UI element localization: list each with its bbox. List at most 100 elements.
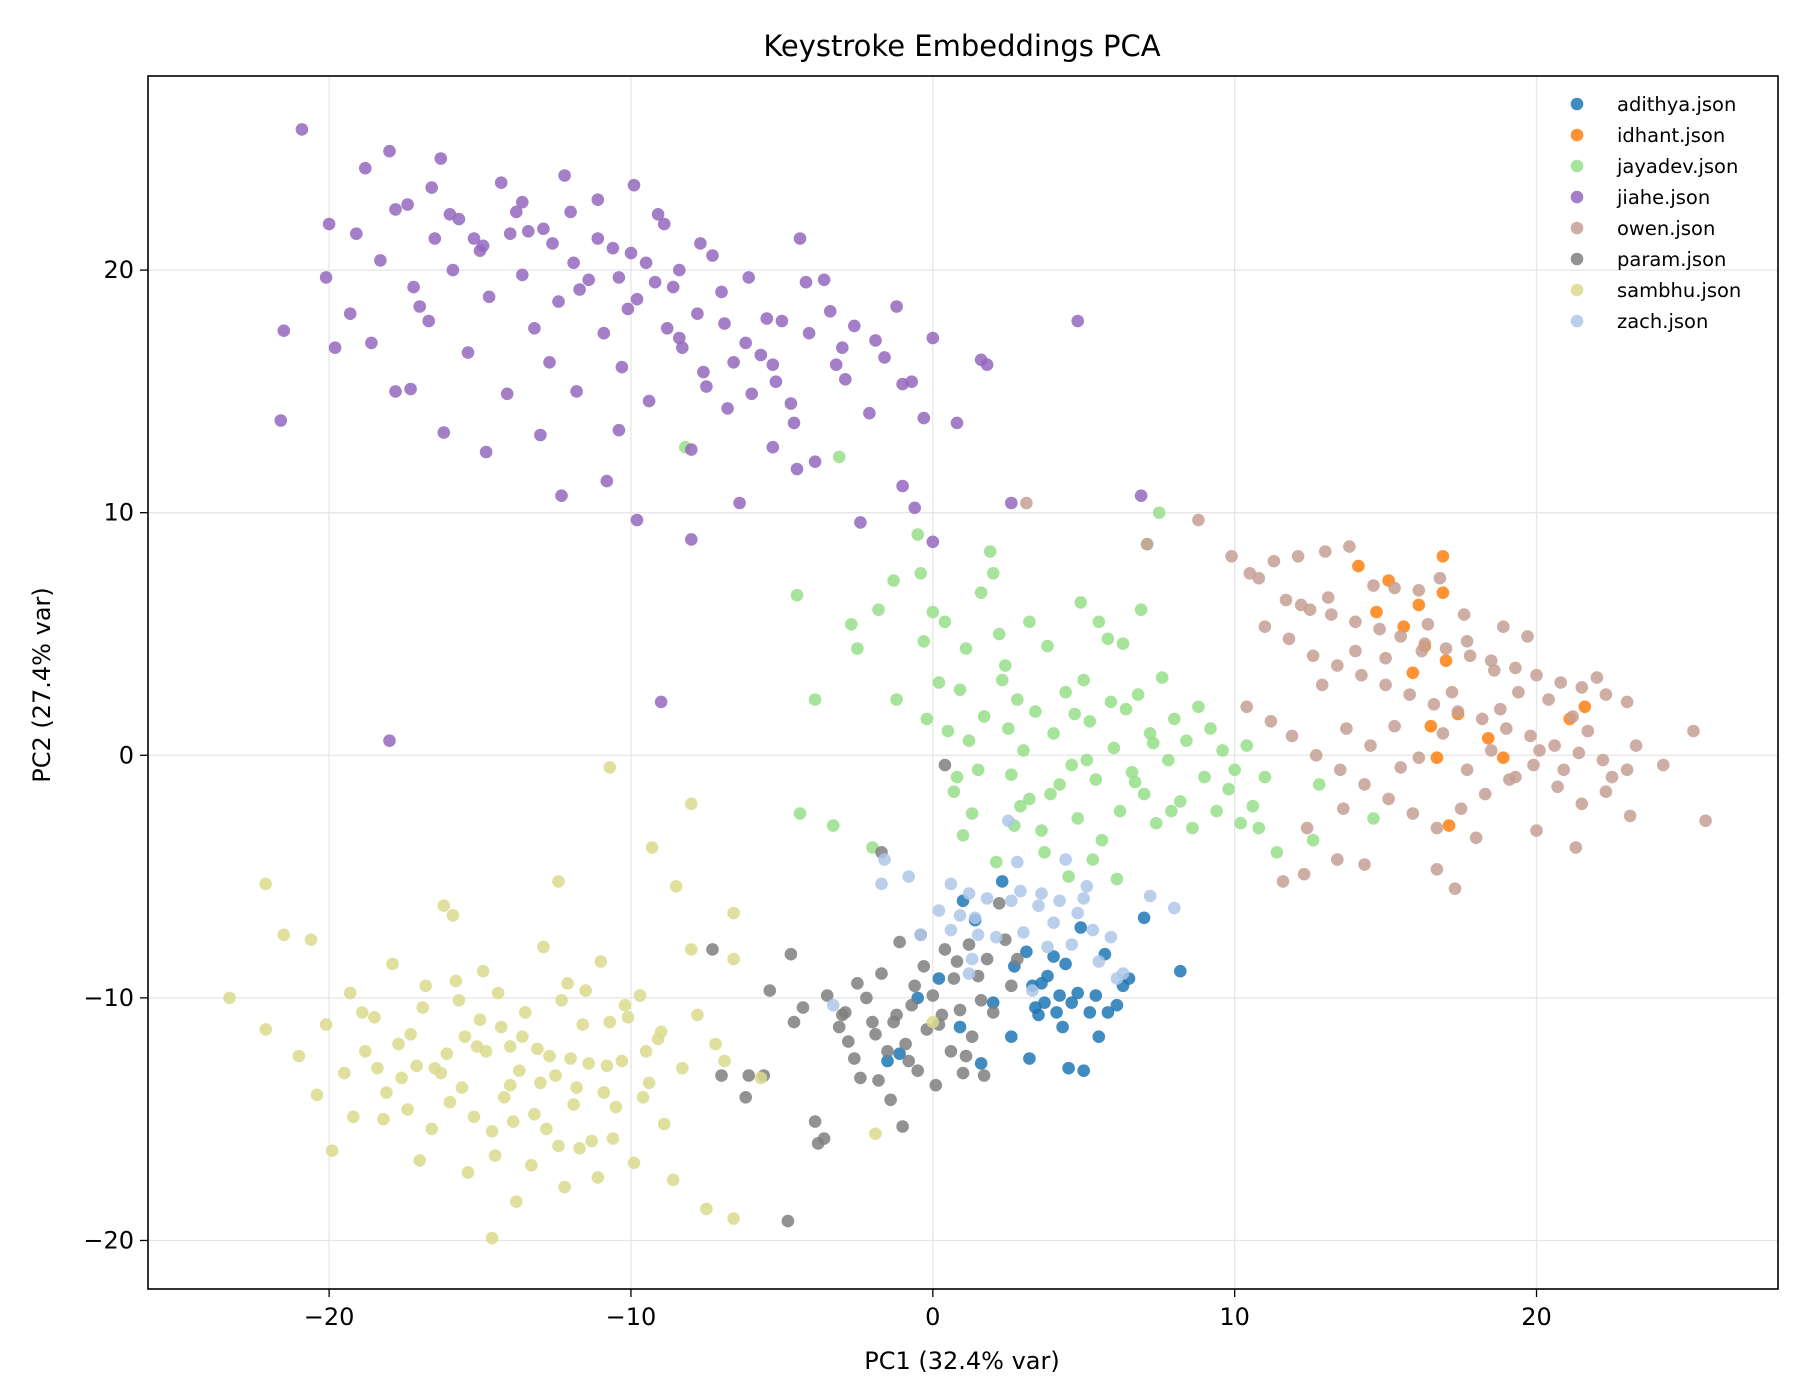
data-point-sambhu <box>543 1049 556 1063</box>
data-point-jiahe <box>437 426 451 439</box>
data-point-param <box>742 1069 755 1082</box>
data-point-jayadev <box>1083 715 1097 728</box>
data-point-jiahe <box>685 533 698 546</box>
data-point-zach <box>1014 884 1027 898</box>
data-point-param <box>796 1001 810 1014</box>
data-point-sambhu <box>642 1076 656 1090</box>
data-point-owen <box>1599 688 1613 701</box>
data-point-zach <box>962 887 976 900</box>
data-point-idhant <box>1497 751 1510 764</box>
data-point-adithya <box>1050 1006 1063 1019</box>
data-point-jayadev <box>1119 702 1133 716</box>
data-point-jiahe <box>328 341 342 355</box>
data-point-zach <box>826 998 840 1012</box>
data-point-owen <box>1300 821 1314 835</box>
data-point-sambhu <box>676 1061 689 1075</box>
data-point-jiahe <box>829 358 843 372</box>
data-point-jiahe <box>642 394 656 408</box>
data-point-owen <box>1367 579 1380 592</box>
data-point-jiahe <box>612 423 626 437</box>
data-point-param <box>911 1064 924 1077</box>
data-point-param <box>887 1015 900 1029</box>
data-point-jiahe <box>817 273 831 287</box>
data-point-idhant <box>1442 819 1456 832</box>
data-point-idhant <box>1370 605 1383 619</box>
y-axis-label: PC2 (27.4% var) <box>28 587 56 783</box>
data-point-param <box>784 947 798 961</box>
data-point-sambhu <box>395 1071 408 1085</box>
data-point-jayadev <box>1101 632 1115 646</box>
data-point-sambhu <box>449 974 463 988</box>
data-point-jiahe <box>359 161 372 175</box>
data-point-sambhu <box>618 998 632 1012</box>
data-point-owen <box>1388 719 1401 733</box>
data-point-sambhu <box>434 1066 448 1080</box>
data-point-param <box>902 1054 915 1068</box>
legend-label: zach.json <box>1617 310 1708 333</box>
data-point-param <box>881 1045 894 1058</box>
data-point-jiahe <box>863 406 876 420</box>
data-point-jiahe <box>739 336 752 350</box>
data-point-sambhu <box>555 994 568 1007</box>
data-point-jiahe <box>1005 496 1018 510</box>
data-point-adithya <box>1101 1006 1115 1019</box>
data-point-sambhu <box>579 984 592 997</box>
data-point-jayadev <box>1011 693 1024 706</box>
axis-ticks: −20 −10 0 10 20 −20 −10 0 10 20 <box>83 256 1551 1331</box>
data-point-sambhu <box>392 1037 405 1051</box>
data-point-sambhu <box>404 1028 417 1041</box>
scatter-points <box>223 123 1712 1245</box>
data-point-jiahe <box>648 275 662 289</box>
data-point-sambhu <box>359 1045 372 1058</box>
data-point-sambhu <box>645 841 659 854</box>
data-point-jiahe <box>503 227 517 240</box>
data-point-sambhu <box>597 1086 611 1099</box>
data-point-param <box>977 1069 991 1082</box>
data-point-owen <box>1192 513 1205 527</box>
data-point-jiahe <box>802 326 816 340</box>
data-point-jiahe <box>639 256 653 270</box>
data-point-jiahe <box>365 336 378 350</box>
data-point-owen <box>1379 678 1392 692</box>
legend-item-zach: zach.json <box>1570 310 1708 333</box>
data-point-sambhu <box>458 1030 472 1043</box>
data-point-sambhu <box>534 1076 547 1090</box>
legend-item-owen: owen.json <box>1570 217 1715 240</box>
data-point-jiahe <box>546 237 559 250</box>
data-point-jayadev <box>1180 734 1193 747</box>
data-point-jayadev <box>1306 833 1320 847</box>
legend-item-sambhu: sambhu.json <box>1570 279 1741 302</box>
y-tick-label: 20 <box>103 256 134 284</box>
data-point-jayadev <box>938 615 952 629</box>
data-point-jiahe <box>727 356 740 369</box>
data-point-param <box>992 897 1006 910</box>
data-point-jiahe <box>606 241 620 255</box>
data-point-idhant <box>1436 550 1450 563</box>
data-point-sambhu <box>292 1049 306 1063</box>
data-point-owen <box>1475 712 1489 726</box>
data-point-jiahe <box>389 203 402 216</box>
data-point-jiahe <box>389 385 402 398</box>
data-point-jiahe <box>896 479 909 493</box>
data-point-jayadev <box>1168 712 1181 726</box>
data-point-owen <box>1337 802 1350 815</box>
data-point-sambhu <box>727 1212 740 1225</box>
data-point-owen <box>1318 545 1332 558</box>
data-point-sambhu <box>552 1139 565 1153</box>
data-point-jayadev <box>1137 787 1151 801</box>
data-point-owen <box>1315 678 1329 692</box>
legend-item-param: param.json <box>1570 248 1726 271</box>
data-point-owen <box>1524 729 1537 743</box>
data-point-sambhu <box>503 1040 517 1053</box>
data-point-jayadev <box>1234 816 1247 830</box>
data-point-zach <box>989 930 1003 944</box>
data-point-jayadev <box>1174 795 1187 808</box>
data-point-sambhu <box>455 1081 469 1094</box>
data-point-param <box>781 1214 795 1228</box>
data-point-sambhu <box>552 875 565 888</box>
data-point-owen <box>1497 620 1510 633</box>
data-point-param <box>808 1115 822 1128</box>
x-axis-label: PC1 (32.4% var) <box>864 1347 1060 1375</box>
data-point-jiahe <box>552 295 565 308</box>
data-point-jiahe <box>591 193 605 206</box>
